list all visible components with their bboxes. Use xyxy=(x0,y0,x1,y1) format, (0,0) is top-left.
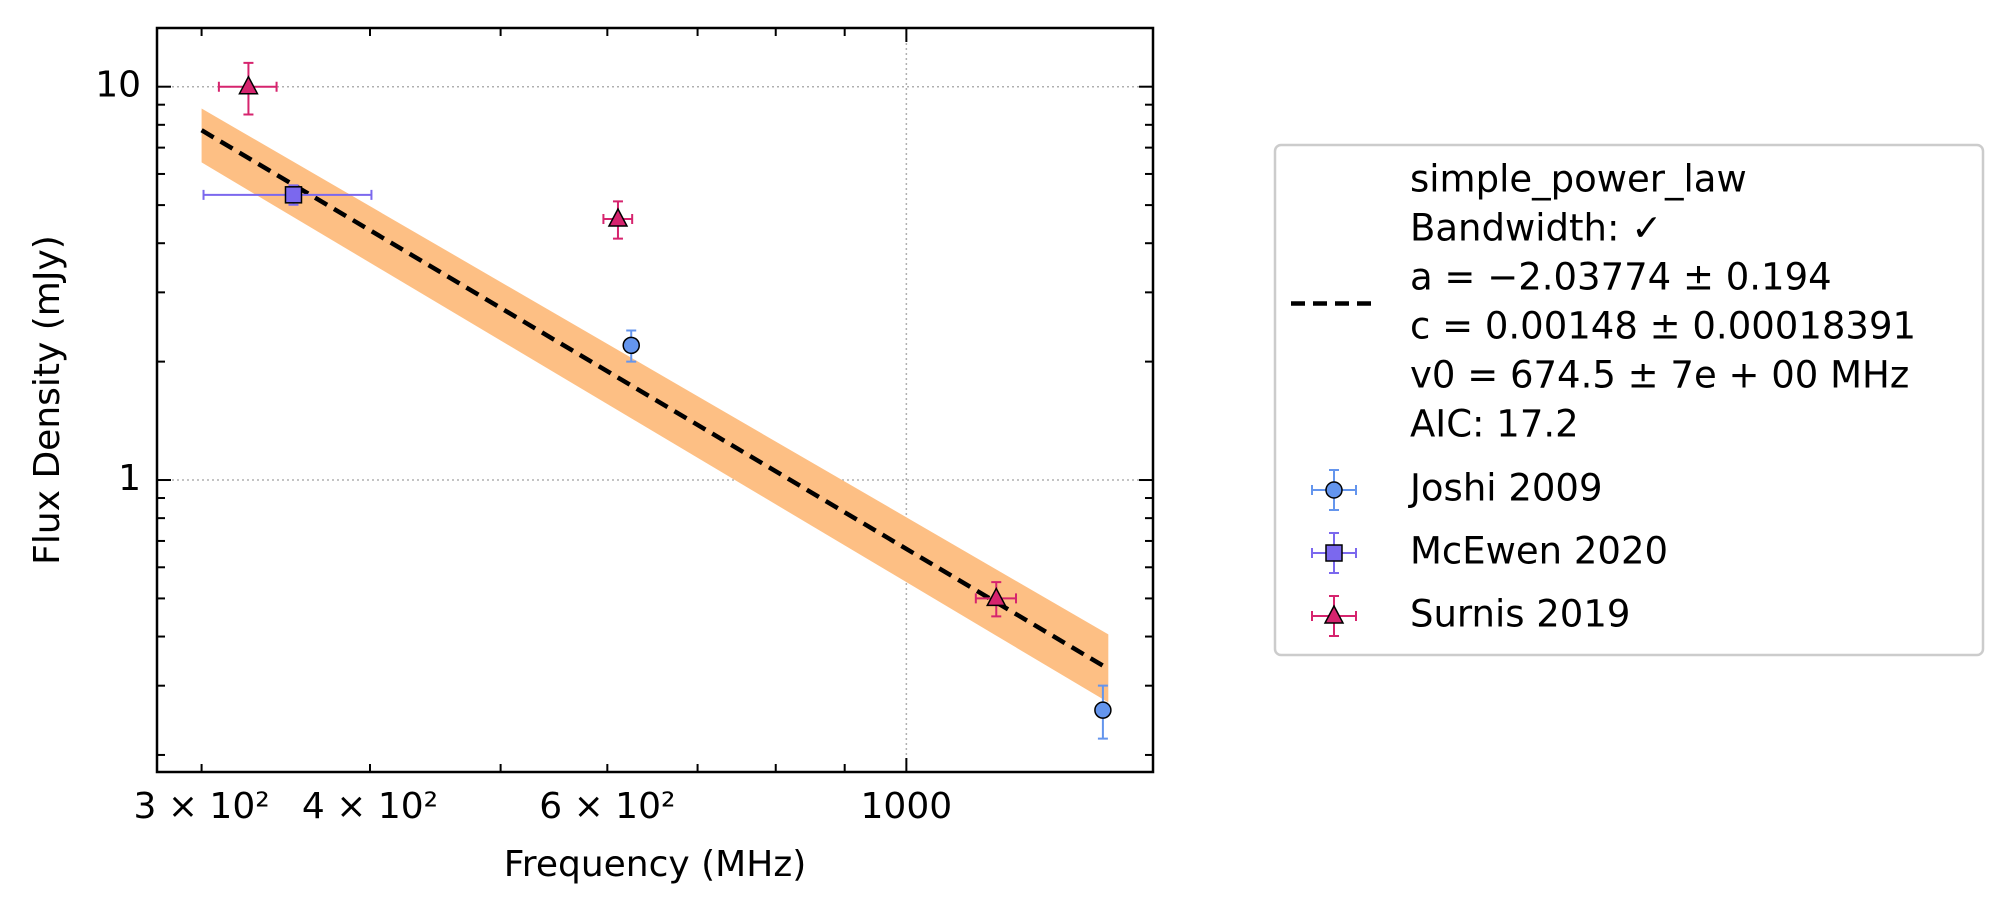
legend: simple_power_law Bandwidth: ✓ a = −2.03774… xyxy=(1273,143,1985,657)
legend-label: Joshi 2009 xyxy=(1408,467,1602,510)
marker xyxy=(622,336,640,355)
legend-label: AIC: 17.2 xyxy=(1410,403,1579,446)
marker xyxy=(284,186,303,204)
x-axis-label: Frequency (MHz) xyxy=(504,844,807,885)
legend-label: c = 0.00148 ± 0.00018391 xyxy=(1410,305,1916,348)
legend-box xyxy=(1273,143,1985,657)
y-axis-label: Flux Density (mJy) xyxy=(27,235,68,565)
x-tick-label: 1000 xyxy=(861,786,953,827)
legend-label: Surnis 2019 xyxy=(1410,593,1630,636)
legend-label: Bandwidth: ✓ xyxy=(1410,207,1662,250)
y-tick-label: 10 xyxy=(95,65,141,106)
y-tick-label: 1 xyxy=(118,458,141,499)
marker xyxy=(1094,701,1112,719)
legend-label: a = −2.03774 ± 0.194 xyxy=(1410,256,1832,299)
marker xyxy=(986,586,1007,607)
marker xyxy=(1325,481,1343,499)
marker xyxy=(1323,604,1345,624)
marker xyxy=(238,75,259,95)
x-tick-label: 6 × 10² xyxy=(539,786,675,827)
legend-label: simple_power_law xyxy=(1410,158,1747,201)
fit-band xyxy=(201,108,1109,703)
plot-frame xyxy=(155,26,1155,774)
legend-label: McEwen 2020 xyxy=(1410,530,1668,573)
marker xyxy=(1325,544,1343,562)
legend-label: v0 = 674.5 ± 7e + 00 MHz xyxy=(1410,354,1909,397)
x-tick-label: 3 × 10² xyxy=(133,786,269,827)
x-tick-label: 4 × 10² xyxy=(302,786,438,827)
marker xyxy=(607,207,629,227)
